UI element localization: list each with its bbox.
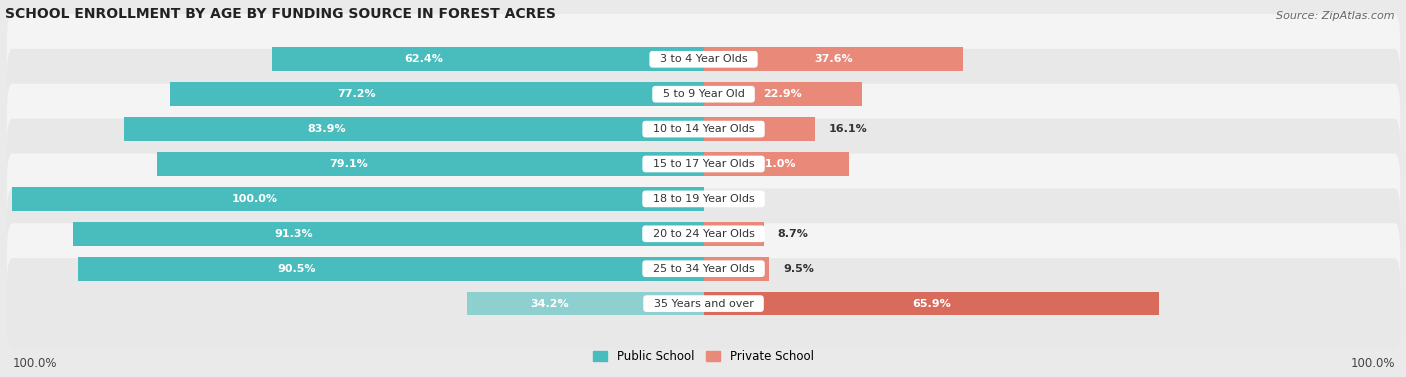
Bar (79, 257, 703, 280)
Bar (703, 152, 849, 176)
Bar (73, 222, 703, 246)
FancyBboxPatch shape (7, 84, 1400, 175)
Bar (273, 48, 703, 71)
Text: 91.3%: 91.3% (274, 229, 312, 239)
Bar (467, 292, 703, 316)
Text: 65.9%: 65.9% (912, 299, 950, 309)
Text: SCHOOL ENROLLMENT BY AGE BY FUNDING SOURCE IN FOREST ACRES: SCHOOL ENROLLMENT BY AGE BY FUNDING SOUR… (6, 7, 557, 21)
Bar (703, 292, 1159, 316)
FancyBboxPatch shape (7, 14, 1400, 105)
Bar (124, 117, 703, 141)
Text: 5 to 9 Year Old: 5 to 9 Year Old (655, 89, 751, 99)
Text: 9.5%: 9.5% (783, 264, 814, 274)
Text: 25 to 34 Year Olds: 25 to 34 Year Olds (645, 264, 762, 274)
Text: 100.0%: 100.0% (1350, 357, 1395, 370)
Text: 8.7%: 8.7% (778, 229, 808, 239)
FancyBboxPatch shape (7, 119, 1400, 209)
Text: 62.4%: 62.4% (404, 54, 443, 64)
Text: 20 to 24 Year Olds: 20 to 24 Year Olds (645, 229, 762, 239)
Text: 77.2%: 77.2% (337, 89, 375, 99)
Text: 90.5%: 90.5% (278, 264, 316, 274)
FancyBboxPatch shape (7, 223, 1400, 314)
Bar (157, 152, 703, 176)
Text: 21.0%: 21.0% (756, 159, 796, 169)
FancyBboxPatch shape (7, 188, 1400, 279)
Bar (703, 82, 862, 106)
Text: Source: ZipAtlas.com: Source: ZipAtlas.com (1277, 11, 1395, 21)
Text: 0.0%: 0.0% (717, 194, 748, 204)
Bar (703, 117, 815, 141)
Bar (703, 222, 763, 246)
Text: 10 to 14 Year Olds: 10 to 14 Year Olds (645, 124, 762, 134)
Text: 16.1%: 16.1% (828, 124, 868, 134)
Text: 100.0%: 100.0% (13, 357, 56, 370)
FancyBboxPatch shape (7, 258, 1400, 349)
Text: 34.2%: 34.2% (530, 299, 569, 309)
Text: 3 to 4 Year Olds: 3 to 4 Year Olds (652, 54, 755, 64)
Text: 83.9%: 83.9% (308, 124, 346, 134)
Bar (703, 257, 769, 280)
Text: 22.9%: 22.9% (763, 89, 801, 99)
Text: 15 to 17 Year Olds: 15 to 17 Year Olds (645, 159, 762, 169)
Text: 100.0%: 100.0% (232, 194, 277, 204)
Text: 18 to 19 Year Olds: 18 to 19 Year Olds (645, 194, 762, 204)
FancyBboxPatch shape (7, 49, 1400, 139)
Text: 35 Years and over: 35 Years and over (647, 299, 761, 309)
Bar (703, 48, 963, 71)
Text: 37.6%: 37.6% (814, 54, 853, 64)
Bar (170, 82, 703, 106)
Text: 79.1%: 79.1% (329, 159, 367, 169)
Bar (13, 187, 703, 211)
FancyBboxPatch shape (7, 153, 1400, 244)
Legend: Public School, Private School: Public School, Private School (593, 350, 814, 363)
